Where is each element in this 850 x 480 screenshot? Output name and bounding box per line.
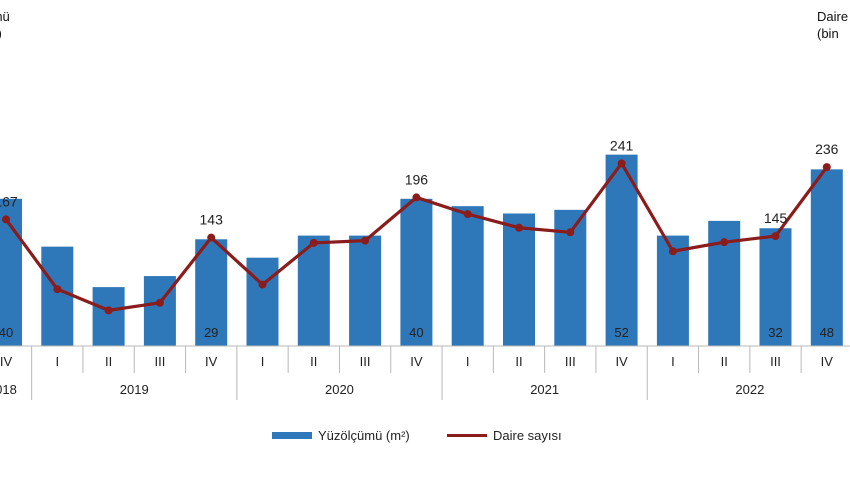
line-point-14 [720, 238, 729, 247]
legend-item-count: Daire sayısı [447, 428, 562, 443]
line-point-8 [412, 193, 421, 202]
right-axis-title-line1: Daire [817, 9, 849, 24]
line-point-2 [104, 306, 113, 315]
bar-label-0: 40 [0, 325, 13, 340]
bar-1 [41, 246, 74, 346]
legend-line-swatch [447, 434, 487, 437]
line-label-0: 167 [0, 193, 18, 209]
bar-7 [349, 235, 382, 346]
quarter-label-2: II [105, 354, 112, 369]
year-label-2: 2020 [325, 382, 354, 397]
right-axis-title-line2: (bin [817, 26, 839, 41]
quarter-label-11: III [565, 354, 576, 369]
legend-item-area: Yüzölçümü (m²) [272, 428, 410, 443]
legend-label-count: Daire sayısı [493, 428, 562, 443]
line-point-1 [53, 285, 62, 294]
quarter-label-9: I [466, 354, 470, 369]
year-label-1: 2019 [120, 382, 149, 397]
line-label-12: 241 [610, 137, 634, 153]
quarter-label-12: IV [615, 354, 628, 369]
right-axis-title: Daire (bin [817, 8, 848, 42]
line-label-15: 145 [764, 210, 788, 226]
bar-5 [246, 257, 279, 346]
line-point-12 [617, 159, 626, 168]
quarter-label-10: II [515, 354, 522, 369]
line-point-4 [207, 233, 216, 242]
quarter-label-7: III [360, 354, 371, 369]
left-axis-title: çümü (m²) [0, 8, 10, 42]
bar-label-12: 52 [614, 325, 628, 340]
bar-label-16: 48 [820, 325, 834, 340]
quarter-label-5: I [261, 354, 265, 369]
quarter-label-15: III [770, 354, 781, 369]
quarter-label-1: I [55, 354, 59, 369]
line-point-9 [463, 210, 472, 219]
quarter-label-13: I [671, 354, 675, 369]
quarter-label-14: II [721, 354, 728, 369]
bar-9 [451, 206, 484, 346]
line-point-6 [309, 238, 318, 247]
bar-16 [810, 169, 843, 346]
quarter-label-6: II [310, 354, 317, 369]
line-point-10 [515, 223, 523, 232]
quarter-label-16: IV [821, 354, 834, 369]
line-point-15 [771, 232, 780, 241]
bar-4 [195, 239, 228, 346]
bar-10 [503, 213, 535, 346]
legend-bar-swatch [272, 432, 312, 439]
left-axis-title-line2: (m²) [0, 25, 10, 42]
year-label-0: 018 [0, 382, 17, 397]
quarter-label-8: IV [410, 354, 423, 369]
line-point-0 [2, 215, 10, 224]
bar-label-8: 40 [409, 325, 423, 340]
quarter-label-0: IV [0, 354, 12, 369]
year-label-4: 2022 [735, 382, 764, 397]
line-point-3 [155, 298, 164, 307]
line-label-16: 236 [815, 141, 839, 157]
bar-15 [759, 228, 792, 346]
quarter-label-4: IV [205, 354, 218, 369]
line-point-16 [822, 163, 831, 172]
quarter-label-3: III [154, 354, 165, 369]
bar-6 [297, 235, 330, 346]
line-point-5 [258, 280, 267, 289]
line-label-4: 143 [200, 212, 224, 228]
line-point-7 [361, 236, 370, 245]
bar-label-15: 32 [768, 325, 782, 340]
left-axis-title-line1: çümü [0, 9, 10, 24]
bar-label-4: 29 [204, 325, 218, 340]
line-point-11 [566, 228, 575, 237]
line-label-8: 196 [405, 171, 429, 187]
bar-8 [400, 198, 433, 346]
line-point-13 [668, 247, 677, 256]
bar-12 [605, 154, 638, 346]
year-label-3: 2021 [530, 382, 559, 397]
legend-label-area: Yüzölçümü (m²) [318, 428, 410, 443]
bar-2 [92, 287, 125, 346]
